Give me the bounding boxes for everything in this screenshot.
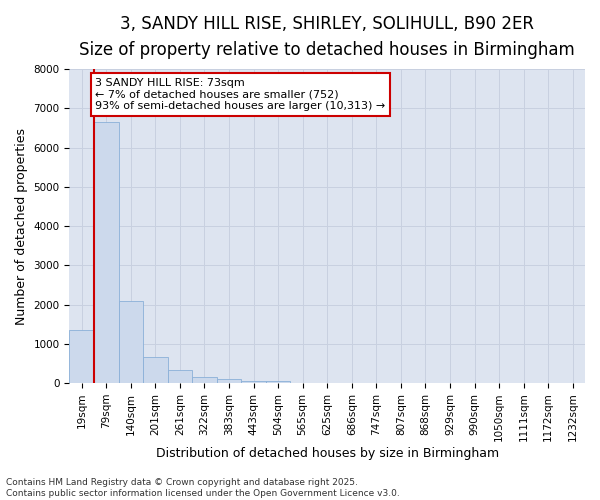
Bar	[94, 122, 119, 383]
Y-axis label: Number of detached properties: Number of detached properties	[15, 128, 28, 324]
Bar	[241, 380, 266, 383]
X-axis label: Distribution of detached houses by size in Birmingham: Distribution of detached houses by size …	[155, 447, 499, 460]
Title: 3, SANDY HILL RISE, SHIRLEY, SOLIHULL, B90 2ER
Size of property relative to deta: 3, SANDY HILL RISE, SHIRLEY, SOLIHULL, B…	[79, 15, 575, 60]
Text: Contains HM Land Registry data © Crown copyright and database right 2025.
Contai: Contains HM Land Registry data © Crown c…	[6, 478, 400, 498]
Bar	[70, 330, 94, 383]
Bar	[192, 376, 217, 383]
Bar	[266, 380, 290, 383]
Bar	[217, 380, 241, 383]
Bar	[143, 358, 167, 383]
Text: 3 SANDY HILL RISE: 73sqm
← 7% of detached houses are smaller (752)
93% of semi-d: 3 SANDY HILL RISE: 73sqm ← 7% of detache…	[95, 78, 385, 111]
Bar	[167, 370, 192, 383]
Bar	[119, 300, 143, 383]
